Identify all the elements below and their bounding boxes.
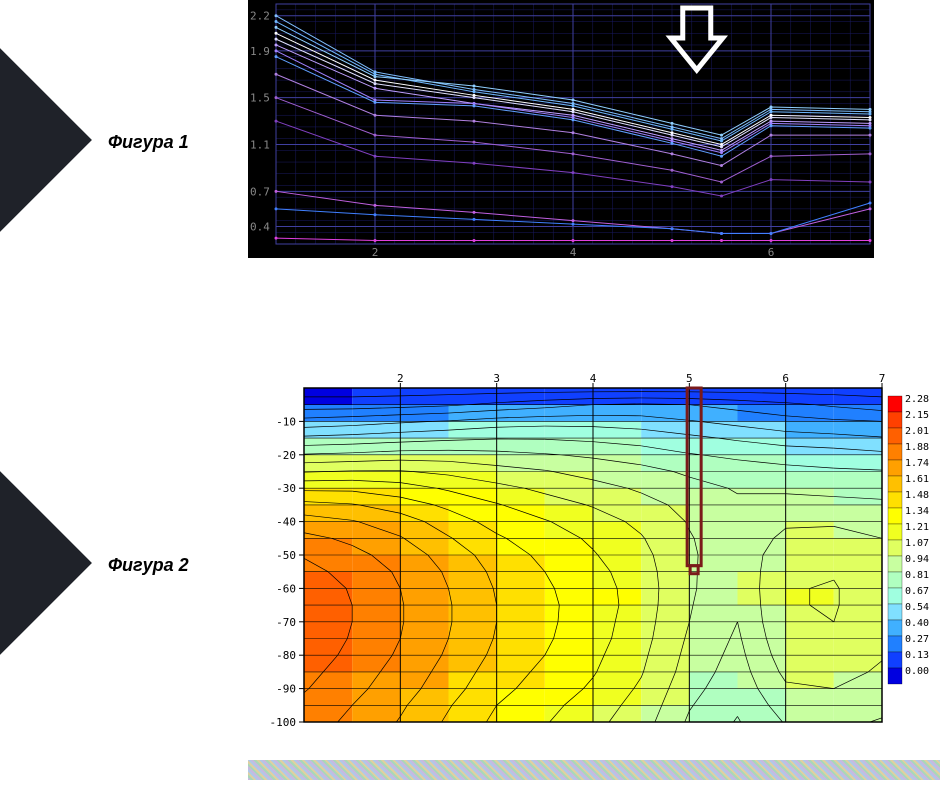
- legend-value: 0.00: [905, 666, 929, 677]
- legend-swatch: [888, 476, 902, 492]
- legend-swatch: [888, 620, 902, 636]
- figure1-chart: 2 4 6 0.4 0.7 1.1 1.5 1.9 2.2: [248, 0, 874, 258]
- legend-swatch: [888, 444, 902, 460]
- legend-swatch: [888, 556, 902, 572]
- svg-text:1.5: 1.5: [250, 92, 270, 105]
- noise-strip: [248, 760, 940, 780]
- svg-text:0.4: 0.4: [250, 220, 270, 233]
- legend-swatch: [888, 604, 902, 620]
- svg-text:5: 5: [686, 372, 693, 385]
- svg-text:2: 2: [372, 246, 379, 258]
- svg-text:6: 6: [768, 246, 775, 258]
- svg-text:1.1: 1.1: [250, 138, 270, 151]
- svg-text:0.7: 0.7: [250, 185, 270, 198]
- legend-value: 0.54: [905, 602, 929, 613]
- legend-swatch: [888, 636, 902, 652]
- legend-value: 2.28: [905, 394, 929, 405]
- svg-text:-50: -50: [276, 549, 296, 562]
- legend-swatch: [888, 572, 902, 588]
- svg-text:-20: -20: [276, 449, 296, 462]
- legend-swatch: [888, 412, 902, 428]
- legend-value: 1.34: [905, 506, 929, 517]
- legend-swatch: [888, 540, 902, 556]
- legend-value: 2.01: [905, 426, 929, 437]
- svg-text:-40: -40: [276, 516, 296, 529]
- figure1-arrow-bg: [0, 48, 92, 232]
- legend-value: 2.15: [905, 410, 929, 421]
- svg-text:1.9: 1.9: [250, 45, 270, 58]
- svg-text:-100: -100: [270, 716, 297, 728]
- legend-swatch: [888, 588, 902, 604]
- svg-text:-90: -90: [276, 683, 296, 696]
- legend-value: 1.48: [905, 490, 929, 501]
- legend-value: 1.07: [905, 538, 929, 549]
- svg-text:-60: -60: [276, 582, 296, 595]
- legend-value: 1.88: [905, 442, 929, 453]
- legend-swatch: [888, 396, 902, 412]
- svg-text:-80: -80: [276, 649, 296, 662]
- legend-value: 0.13: [905, 650, 929, 661]
- legend-value: 0.81: [905, 570, 929, 581]
- figure1-label: Фигура 1: [108, 132, 189, 153]
- legend-swatch: [888, 508, 902, 524]
- svg-text:4: 4: [570, 246, 577, 258]
- svg-text:2.2: 2.2: [250, 10, 270, 23]
- legend-swatch: [888, 428, 902, 444]
- legend-value: 0.27: [905, 634, 929, 645]
- figure2-label: Фигура 2: [108, 555, 189, 576]
- legend-value: 1.74: [905, 458, 929, 469]
- legend-swatch: [888, 492, 902, 508]
- figure2-chart: 2 3 4 5 6 7 -10 -20 -30 -40 -50 -60 -70 -80 -90 -100 2.…: [248, 370, 940, 728]
- legend-swatch: [888, 460, 902, 476]
- legend-value: 1.61: [905, 474, 929, 485]
- legend-value: 0.40: [905, 618, 929, 629]
- svg-text:-30: -30: [276, 482, 296, 495]
- figure2-arrow-bg: [0, 471, 92, 655]
- legend-swatch: [888, 652, 902, 668]
- svg-text:3: 3: [493, 372, 500, 385]
- legend-value: 0.67: [905, 586, 929, 597]
- svg-text:-10: -10: [276, 415, 296, 428]
- legend-swatch: [888, 524, 902, 540]
- legend-value: 0.94: [905, 554, 929, 565]
- svg-text:6: 6: [782, 372, 789, 385]
- svg-text:2: 2: [397, 372, 404, 385]
- svg-text:-70: -70: [276, 616, 296, 629]
- legend-swatch: [888, 668, 902, 684]
- legend-value: 1.21: [905, 522, 929, 533]
- svg-text:4: 4: [590, 372, 597, 385]
- svg-text:7: 7: [879, 372, 886, 385]
- arrow-annotation-icon: [671, 8, 723, 70]
